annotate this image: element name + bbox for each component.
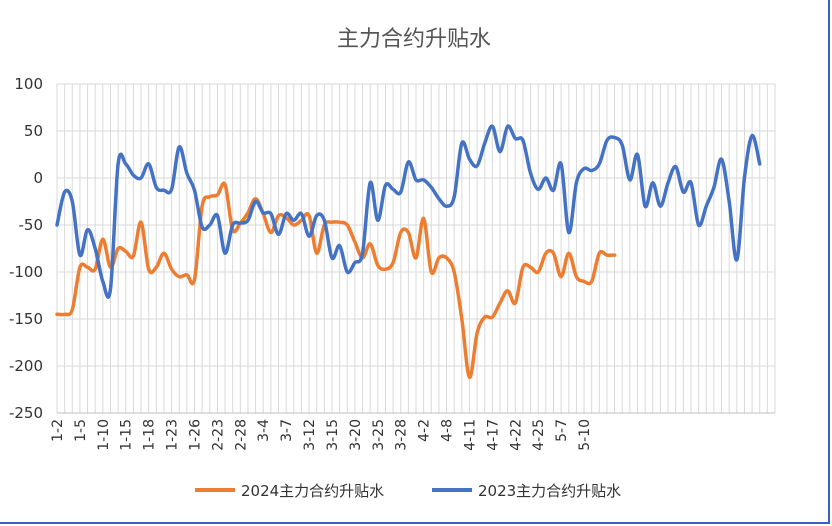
x-tick-label: 4-2 bbox=[417, 419, 433, 442]
x-tick-label: 1-15 bbox=[119, 419, 135, 451]
series-line-1 bbox=[55, 124, 762, 299]
x-tick-label: 3-25 bbox=[371, 419, 387, 451]
x-tick-label: 1-10 bbox=[96, 419, 112, 451]
x-tick-label: 4-17 bbox=[485, 419, 501, 451]
x-tick-label: 1-26 bbox=[187, 419, 203, 451]
x-tick-label: 3-7 bbox=[279, 419, 295, 442]
legend-label: 2024主力合约升贴水 bbox=[241, 482, 384, 500]
x-tick-label: 1-5 bbox=[73, 419, 89, 442]
y-tick-label: -200 bbox=[9, 357, 43, 375]
x-tick-label: 3-15 bbox=[325, 419, 341, 451]
series-line-0 bbox=[55, 181, 617, 380]
y-tick-label: -150 bbox=[9, 310, 43, 328]
x-tick-label: 1-18 bbox=[142, 419, 158, 451]
x-tick-label: 4-22 bbox=[508, 419, 524, 451]
x-tick-label: 2-28 bbox=[233, 419, 249, 451]
x-tick-label: 3-28 bbox=[394, 419, 410, 451]
x-tick-label: 3-4 bbox=[256, 419, 272, 442]
y-tick-label: -100 bbox=[9, 263, 43, 281]
y-tick-label: 0 bbox=[33, 169, 43, 187]
x-tick-label: 1-23 bbox=[165, 419, 181, 451]
x-tick-label: 3-20 bbox=[348, 419, 364, 451]
x-tick-label: 5-10 bbox=[577, 419, 593, 451]
x-tick-label: 3-12 bbox=[302, 419, 318, 451]
x-tick-label: 2-23 bbox=[210, 419, 226, 451]
y-tick-label: 100 bbox=[14, 75, 43, 93]
y-tick-label: -50 bbox=[19, 216, 44, 234]
legend-label: 2023主力合约升贴水 bbox=[478, 482, 621, 500]
y-tick-label: 50 bbox=[24, 122, 43, 140]
x-tick-label: 4-11 bbox=[462, 419, 478, 451]
x-tick-label: 4-25 bbox=[531, 419, 547, 451]
chart-title: 主力合约升贴水 bbox=[337, 27, 491, 52]
y-tick-label: -250 bbox=[9, 404, 43, 422]
x-tick-label: 4-8 bbox=[440, 419, 456, 442]
x-tick-label: 1-2 bbox=[50, 419, 66, 442]
x-tick-label: 5-7 bbox=[554, 419, 570, 442]
